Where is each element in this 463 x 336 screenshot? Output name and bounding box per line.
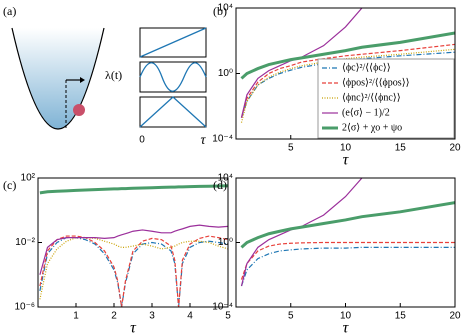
x-tick-label: 1 (73, 311, 79, 322)
x-tick-label: 3 (149, 311, 155, 322)
legend-label: ⟨ϕc⟩²/⟨⟨ϕc⟩⟩ (342, 62, 391, 73)
plot-frame (235, 177, 456, 308)
series-line (39, 237, 228, 307)
series-line (39, 237, 228, 300)
x-tick-label: 5 (225, 311, 231, 322)
panel-label: (c) (3, 178, 16, 192)
x-tick-label: 15 (395, 311, 407, 322)
plot-frame (235, 7, 456, 140)
y-tick-label: 10⁻⁴ (212, 302, 233, 313)
panel: (c) 10⁻⁶ 10⁻² 10² 1 2 3 4 5 τ (3, 173, 231, 336)
y-tick-label: 10⁴ (218, 173, 233, 184)
x-tick-label: 15 (395, 143, 407, 154)
x-tick-label: 5 (288, 143, 294, 154)
legend-box (317, 58, 455, 139)
series-line (240, 43, 455, 118)
x-tick-label: 2 (111, 311, 117, 322)
series-group (240, 178, 455, 287)
x-end-label: τ (200, 133, 206, 148)
panel: (b) 10⁻⁴ 10⁰ 10⁴ 5 10 15 20 τ ⟨ϕc⟩²/⟨⟨ϕc⟩⟩ ⟨ϕpos⟩²… (212, 3, 461, 169)
protocol-sine (139, 62, 207, 92)
y-tick-label: 10⁻⁶ (14, 302, 35, 313)
x-tick-label: 10 (340, 311, 352, 322)
x-tick-label: 20 (449, 143, 461, 154)
x-tick-label: 20 (449, 311, 461, 322)
y-tick-label: 10⁻⁴ (212, 134, 233, 145)
panel-a: (a) λ(t) 0 τ (3, 4, 207, 148)
x-axis-label: τ (130, 320, 137, 336)
x-axis-label: τ (343, 320, 350, 336)
series-line (240, 201, 455, 249)
panel-label: (a) (3, 4, 16, 18)
series-group (240, 8, 455, 123)
protocol-box (139, 96, 207, 128)
x-tick-label: 5 (288, 311, 294, 322)
panel: (d) 10⁻⁴ 10⁰ 10⁴ 5 10 15 20 τ (212, 173, 461, 336)
panel-label: (d) (213, 178, 227, 192)
series-group (39, 184, 228, 307)
y-tick-label: 10² (21, 173, 36, 184)
x-start-label: 0 (139, 135, 145, 146)
plot-frame (37, 177, 229, 308)
series-line (240, 31, 455, 80)
legend-label: 2⟨σ⟩ + χo + ψo (342, 122, 402, 133)
legend-label: ⟨ϕpos⟩²/⟨⟨ϕpos⟩⟩ (342, 77, 410, 88)
lambda-label: λ(t) (105, 68, 122, 82)
series-line (240, 48, 455, 123)
series-line (240, 178, 363, 287)
well-outline (11, 27, 105, 130)
protocol-box (139, 27, 207, 58)
protocol-box (139, 61, 207, 93)
protocol-linear (139, 27, 207, 58)
y-tick-label: 10⁻² (15, 237, 35, 248)
legend-label: (e⟨σ⟩ − 1)/2 (342, 107, 390, 118)
series-line (240, 241, 455, 280)
legend: ⟨ϕc⟩²/⟨⟨ϕc⟩⟩ ⟨ϕpos⟩²/⟨⟨ϕpos⟩⟩ ⟨ϕnc⟩²/⟨⟨ϕnc… (317, 58, 455, 139)
y-tick-label: 10⁴ (218, 3, 233, 14)
y-tick-label: 10⁰ (218, 237, 233, 248)
arrow-head (80, 77, 85, 83)
panel-label: (b) (213, 4, 227, 18)
protocol-triangle (139, 96, 207, 128)
series-line (39, 224, 228, 275)
series-line (240, 8, 363, 118)
x-tick-label: 4 (187, 311, 193, 322)
x-axis-label: τ (343, 152, 350, 169)
particle (73, 104, 85, 116)
x-tick-label: 10 (340, 143, 352, 154)
series-line (240, 246, 455, 287)
legend-label: ⟨ϕnc⟩²/⟨⟨ϕnc⟩⟩ (342, 92, 401, 103)
series-line (39, 184, 228, 195)
y-tick-label: 10⁰ (218, 68, 233, 79)
series-line (39, 235, 228, 307)
